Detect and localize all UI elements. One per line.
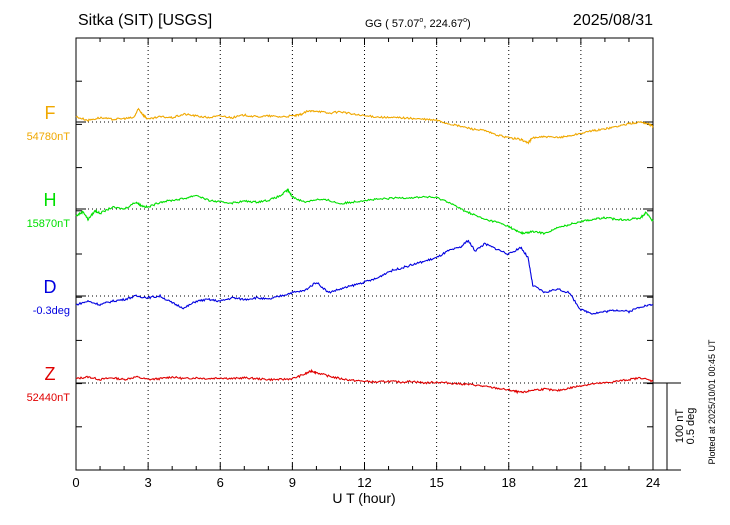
series-f-baseline: 54780nT [27,131,71,143]
plot-frame [75,37,654,471]
x-tick-label: 15 [429,475,443,490]
series-h-name: H [44,190,57,210]
ticks [75,37,654,471]
x-tick-label: 3 [145,475,152,490]
x-tick-label: 12 [357,475,371,490]
baselines [76,121,653,384]
series-h-line [75,188,654,235]
longitude-degree-mark: o [463,17,467,24]
coord-latitude: 57.07 [392,18,420,30]
x-tick-label: 9 [289,475,296,490]
x-tick-label: 18 [502,475,516,490]
series-d-baseline: -0.3deg [33,305,70,317]
series-z-name: Z [45,364,56,384]
latitude-degree-mark: o [419,17,423,24]
coord-prefix: GG ( [365,18,392,30]
x-axis-label: U T (hour) [332,490,395,506]
scale-nt-label: 100 nT [674,409,686,444]
series-z-line [75,368,654,395]
traces [75,107,654,395]
x-tick-label: 6 [217,475,224,490]
plotted-timestamp: Plotted at 2025/10/01 00:45 UT [707,339,717,465]
coord-suffix: ) [467,18,471,30]
scale-bar [653,382,681,471]
x-tick-label: 24 [646,475,660,490]
series-d-line [75,239,654,315]
x-tick-label: 0 [72,475,79,490]
coordinate-label: GG ( 57.07o, 224.67o) [365,17,471,30]
x-tick-label: 21 [574,475,588,490]
series-f-name: F [45,103,56,123]
scale-deg-label: 0.5 deg [685,408,697,445]
series-f-line [75,107,654,145]
station-title: Sitka (SIT) [USGS] [78,12,212,29]
series-z-baseline: 52440nT [27,392,71,404]
date-label: 2025/08/31 [573,12,653,29]
series-h-baseline: 15870nT [27,218,71,230]
series-labels: F 54780nT H 15870nT D -0.3deg Z 52440nT [27,103,71,404]
coord-longitude: 224.67 [429,18,463,30]
x-tick-labels: 0 3 6 9 12 15 18 21 24 [72,475,660,490]
grid [147,38,582,470]
series-d-name: D [44,277,57,297]
